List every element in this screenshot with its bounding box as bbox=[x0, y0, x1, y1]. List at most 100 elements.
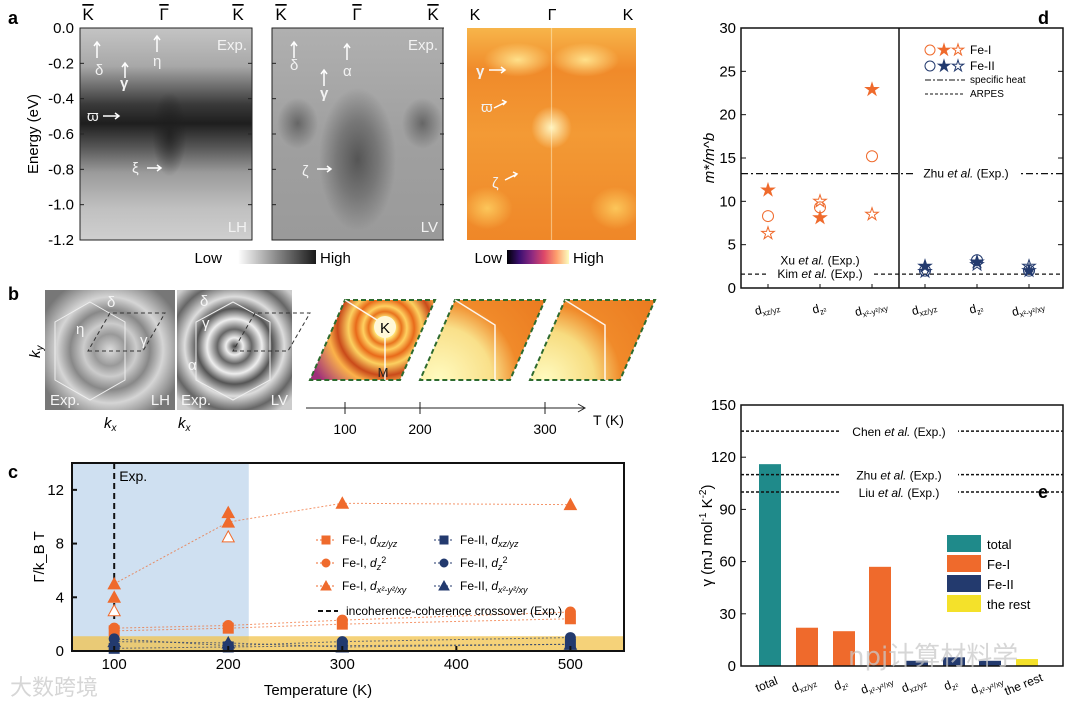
fs-label-delta: δ bbox=[107, 294, 115, 311]
bar-fe-i bbox=[833, 631, 855, 666]
category-label: the rest bbox=[1002, 670, 1045, 698]
series-line bbox=[114, 641, 571, 648]
inferno-colorbar bbox=[507, 250, 569, 264]
y-tick-label: 0 bbox=[728, 280, 736, 297]
kpoint-label: K bbox=[82, 5, 94, 24]
legend-swatch bbox=[947, 575, 981, 592]
data-point-triangle bbox=[221, 515, 236, 528]
colorbar-high-label: High bbox=[573, 250, 604, 267]
reference-label: Chen et al. (Exp.) bbox=[852, 425, 945, 439]
bar-the-rest bbox=[1016, 659, 1038, 666]
polarization-label: LV bbox=[421, 219, 438, 236]
energy-tick-label: -0.6 bbox=[48, 126, 74, 143]
y-tick-label: 0 bbox=[56, 643, 64, 660]
label-bg bbox=[840, 423, 958, 439]
t-tick-label: 100 bbox=[333, 421, 357, 437]
fs-label-gamma: γ bbox=[202, 315, 210, 332]
kpoint-label: K bbox=[232, 5, 244, 24]
data-point-star bbox=[936, 42, 952, 57]
t-tick-label: 200 bbox=[408, 421, 432, 437]
polarization-label: LV bbox=[271, 392, 288, 409]
bar-total bbox=[759, 464, 781, 666]
series-line bbox=[114, 618, 571, 632]
x-tick-label: 400 bbox=[444, 656, 469, 673]
brillouin-zone-hexagons bbox=[54, 301, 271, 401]
data-point-star bbox=[950, 58, 966, 73]
irreducible-wedges bbox=[87, 312, 311, 352]
kx-axis-label: kx bbox=[104, 415, 118, 434]
data-point-triangle bbox=[221, 529, 236, 543]
data-point-triangle bbox=[563, 497, 578, 511]
energy-ticks: 0.0 -0.2 -0.4 -0.6 -0.8 -1.0 -1.2 bbox=[48, 20, 444, 249]
category-label: dz² bbox=[968, 300, 985, 319]
t-axis-label: T (K) bbox=[593, 412, 624, 428]
data-point-star bbox=[969, 256, 985, 272]
exp-tag: Exp. bbox=[181, 392, 211, 409]
label-bg bbox=[840, 466, 958, 482]
legend-label: Fe-I, dz2 bbox=[342, 555, 386, 572]
data-point-triangle bbox=[107, 590, 122, 603]
category-label: dz² bbox=[832, 675, 851, 695]
data-point-triangle bbox=[107, 603, 122, 617]
colorbar-high-label: High bbox=[320, 250, 351, 267]
colorbar-low-label: Low bbox=[474, 250, 502, 267]
y-tick-label: 8 bbox=[56, 536, 64, 553]
fs-label-delta: δ bbox=[200, 293, 208, 310]
panel-label-c: c bbox=[8, 462, 18, 482]
band-label-zeta: ζ bbox=[302, 163, 309, 180]
band-label-varpi: ϖ bbox=[481, 99, 493, 116]
fs-label-eta: η bbox=[76, 321, 84, 338]
polarization-label: LH bbox=[228, 219, 247, 236]
panel-b: ky kx kx Exp. LH Exp. LV δ η γ δ γ α bbox=[27, 293, 657, 437]
kpoint-label: K bbox=[470, 7, 481, 24]
data-point-circle bbox=[924, 44, 936, 56]
label-bg bbox=[840, 484, 958, 499]
legend-label: Fe-I bbox=[970, 43, 991, 57]
energy-tick-label: -0.8 bbox=[48, 161, 74, 178]
y-tick-label: 150 bbox=[711, 397, 736, 414]
panel-a: Energy (eV) 0.0-0.2-0.4-0.6-0.8-1.0-1.2 … bbox=[25, 5, 634, 267]
energy-tick-label: -1.0 bbox=[48, 197, 74, 214]
category-label: dxz/yz bbox=[753, 298, 781, 320]
band-label-gamma: γ bbox=[476, 63, 485, 80]
data-point-circle bbox=[108, 622, 120, 634]
legend-label: Fe-II, dz2 bbox=[460, 555, 508, 572]
data-point-star bbox=[864, 206, 880, 222]
temperature-axis: 100 200 300 T (K) bbox=[306, 402, 624, 437]
k-point-label: K bbox=[380, 320, 390, 337]
blue-shaded-region bbox=[72, 463, 249, 651]
legend-label: total bbox=[987, 537, 1012, 552]
legend-label: the rest bbox=[987, 597, 1031, 612]
data-point-star bbox=[950, 42, 966, 57]
watermark-right: npj计算材料学 bbox=[848, 642, 1019, 672]
gray-colorbar bbox=[238, 250, 316, 264]
bar-fe-ii bbox=[906, 660, 928, 666]
y-tick-label: 90 bbox=[719, 501, 736, 518]
bar-fe-i bbox=[796, 627, 818, 666]
band-label-varpi: ϖ bbox=[87, 108, 99, 125]
plot-frame bbox=[740, 27, 1064, 289]
legend-label: ARPES bbox=[970, 89, 1004, 100]
kpoint-label: K bbox=[275, 5, 287, 24]
legend-label: specific heat bbox=[970, 75, 1026, 86]
legend-label: Fe-I, dxz/yz bbox=[342, 533, 398, 549]
y-tick-label: 12 bbox=[47, 482, 64, 499]
y-tick-label: 5 bbox=[728, 237, 736, 254]
k-point-marker bbox=[374, 316, 396, 338]
kpoint-label: Γ bbox=[159, 5, 168, 24]
chart-d: Zhu et al. (Exp.) Kim et al. (Exp.)Xu et … bbox=[701, 20, 1064, 321]
exp-tag: Exp. bbox=[50, 392, 80, 409]
y-tick-label: 30 bbox=[719, 20, 736, 37]
arpes-lh-image bbox=[80, 28, 252, 240]
kpoint-label: Γ bbox=[352, 5, 361, 24]
category-label: dx²-y²/xy bbox=[853, 297, 889, 321]
data-point-star bbox=[812, 209, 828, 225]
category-label: dxz/yz bbox=[899, 673, 928, 697]
data-point-star bbox=[936, 58, 952, 73]
legend-label: Fe-I bbox=[987, 557, 1010, 572]
band-arrows bbox=[93, 34, 519, 181]
m-point-label: M bbox=[378, 365, 389, 380]
label-bg bbox=[913, 165, 1018, 180]
data-point-triangle bbox=[335, 496, 350, 509]
